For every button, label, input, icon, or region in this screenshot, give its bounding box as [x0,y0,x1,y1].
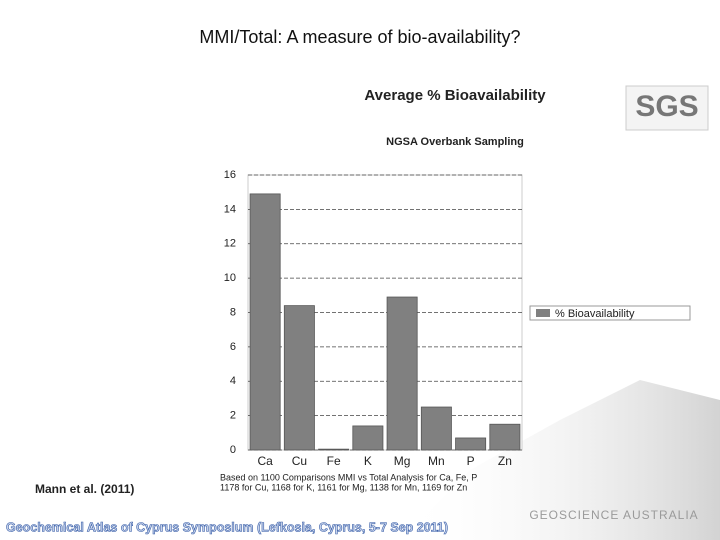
x-tick-label: Ca [257,454,273,468]
legend-swatch [536,309,550,317]
y-tick-label: 10 [224,272,236,284]
x-tick-label: Mn [428,454,445,468]
footer: Geochemical Atlas of Cyprus Symposium (L… [6,520,448,534]
x-tick-label: Mg [394,454,411,468]
y-tick-label: 6 [230,341,236,353]
legend-box [529,305,691,321]
x-tick-label: Zn [498,454,512,468]
y-tick-label: 8 [230,306,236,318]
sgs-logo-box [625,85,709,131]
y-tick-label: 12 [224,238,236,250]
y-tick-label: 14 [224,203,236,215]
x-tick-label: Cu [292,454,307,468]
map-background [400,380,720,540]
x-tick-label: Fe [327,454,341,468]
x-tick-label: P [467,454,475,468]
chart-title: Average % Bioavailability [364,87,546,104]
citation: Mann et al. (2011) [35,482,134,496]
bar [318,448,350,451]
y-tick-label: 2 [230,410,236,422]
y-tick-label: 16 [224,169,236,181]
chart-note: Based on 1100 Comparisons MMI vs Total A… [220,472,477,482]
bar [455,437,487,451]
x-tick-label: K [364,454,372,468]
bar [489,423,521,451]
bar [386,296,418,451]
bar [283,305,315,451]
chart-subtitle: NGSA Overbank Sampling [386,136,524,148]
legend-label: % Bioavailability [555,308,635,320]
bar [420,406,452,451]
ga-logo: GEOSCIENCE AUSTRALIA [529,508,698,522]
y-tick-label: 4 [230,375,236,387]
y-tick-label: 0 [230,444,236,456]
slide-title: MMI/Total: A measure of bio-availability… [199,27,520,47]
chart-note: 1178 for Cu, 1168 for K, 1161 for Mg, 11… [220,482,467,492]
bar [352,425,384,451]
bar [249,193,281,451]
sgs-logo: SGS [635,90,698,123]
